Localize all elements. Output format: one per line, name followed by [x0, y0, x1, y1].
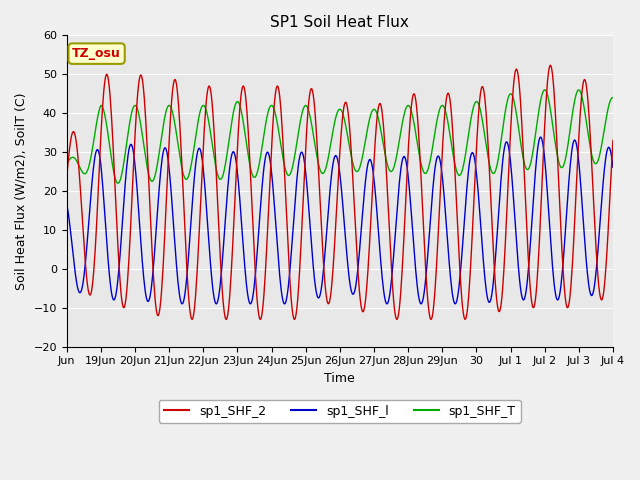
sp1_SHF_2 [63, 174, 70, 180]
Line: sp1_SHF_l: sp1_SHF_l [67, 137, 613, 304]
sp1_SHF_2 [228, 256, 236, 262]
sp1_SHF_T [575, 87, 582, 93]
sp1_SHF_l [127, 142, 134, 147]
sp1_SHF_l [179, 301, 186, 307]
sp1_SHF_T [228, 117, 236, 123]
Legend: sp1_SHF_2, sp1_SHF_l, sp1_SHF_T: sp1_SHF_2, sp1_SHF_l, sp1_SHF_T [159, 400, 521, 423]
sp1_SHF_l [428, 204, 435, 210]
sp1_SHF_l [397, 167, 404, 173]
sp1_SHF_T [276, 135, 284, 141]
sp1_SHF_2 [609, 137, 617, 143]
sp1_SHF_T [609, 95, 617, 100]
sp1_SHF_T [114, 180, 122, 186]
sp1_SHF_l [228, 151, 236, 157]
sp1_SHF_2 [397, 289, 404, 295]
sp1_SHF_2 [276, 93, 284, 99]
sp1_SHF_2 [188, 317, 196, 323]
sp1_SHF_2 [547, 62, 554, 68]
sp1_SHF_T [255, 162, 263, 168]
Line: sp1_SHF_2: sp1_SHF_2 [67, 65, 613, 320]
sp1_SHF_l [536, 134, 544, 140]
sp1_SHF_T [128, 110, 136, 116]
sp1_SHF_2 [255, 313, 263, 319]
X-axis label: Time: Time [324, 372, 355, 385]
sp1_SHF_2 [428, 316, 435, 322]
Line: sp1_SHF_T: sp1_SHF_T [67, 90, 613, 183]
sp1_SHF_l [255, 224, 263, 230]
sp1_SHF_T [63, 161, 70, 167]
sp1_SHF_l [276, 273, 284, 278]
sp1_SHF_l [609, 164, 617, 170]
sp1_SHF_T [428, 152, 435, 157]
Text: TZ_osu: TZ_osu [72, 47, 121, 60]
sp1_SHF_2 [127, 219, 134, 225]
Y-axis label: Soil Heat Flux (W/m2), SoilT (C): Soil Heat Flux (W/m2), SoilT (C) [15, 92, 28, 290]
Title: SP1 Soil Heat Flux: SP1 Soil Heat Flux [271, 15, 410, 30]
sp1_SHF_T [397, 129, 404, 135]
sp1_SHF_l [63, 201, 70, 207]
